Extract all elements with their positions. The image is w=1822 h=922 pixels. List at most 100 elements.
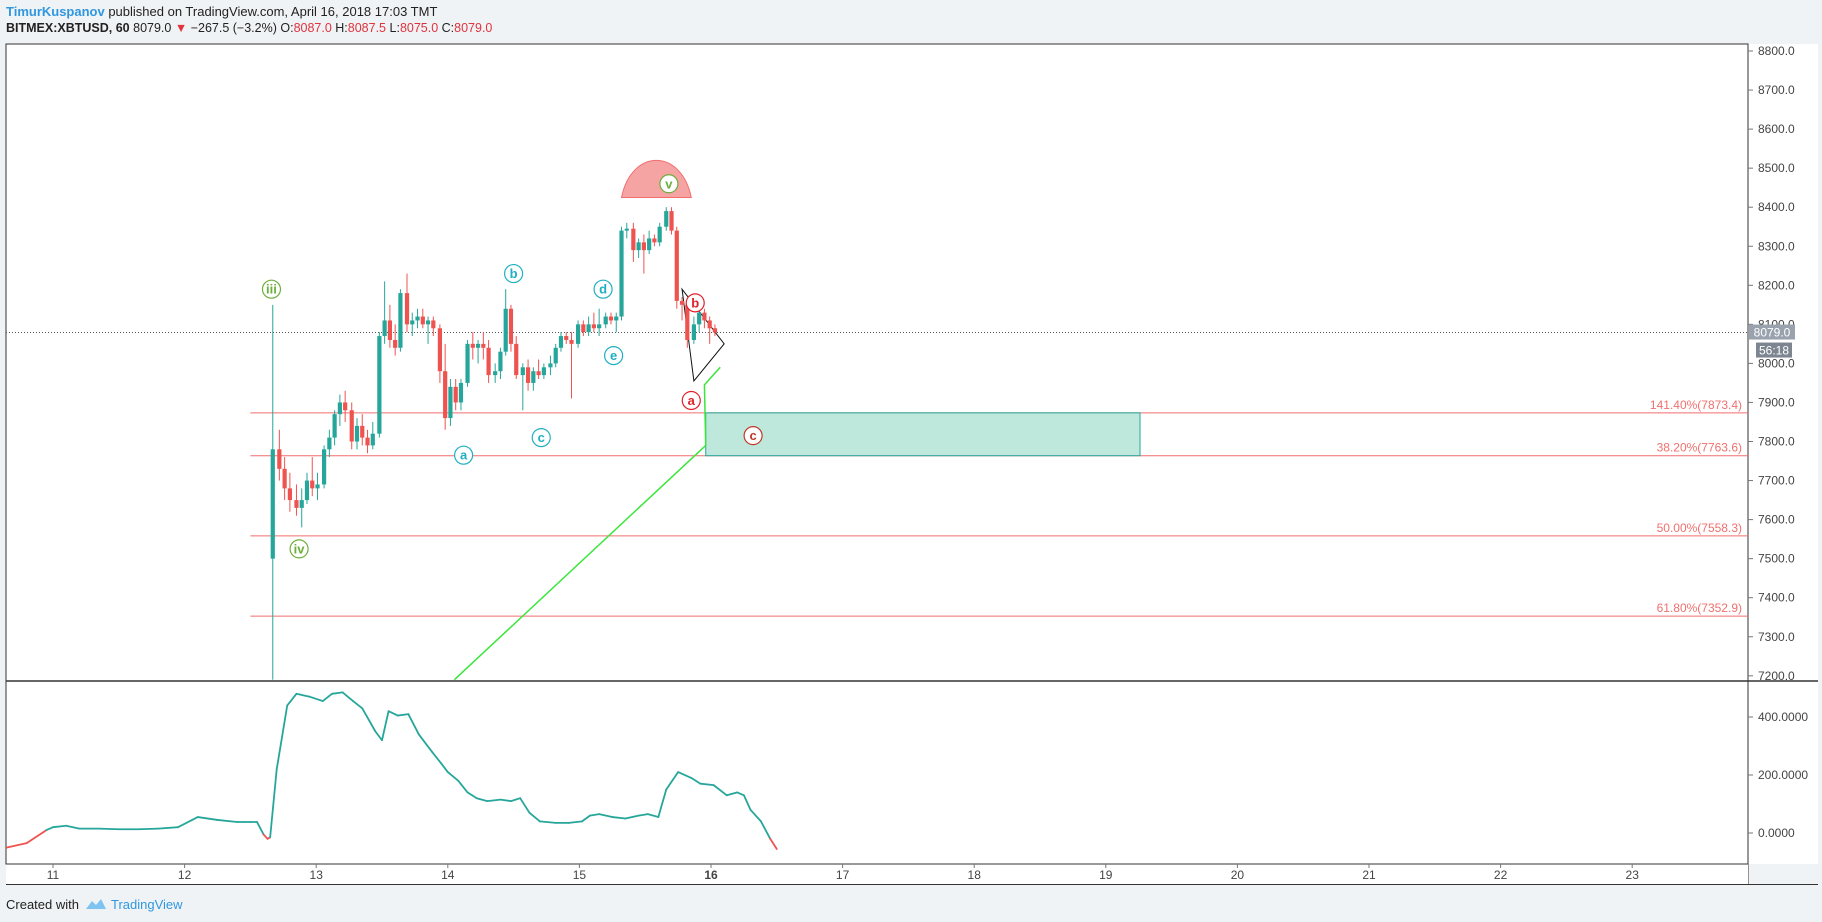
candle-body: [287, 488, 292, 501]
candle-body: [458, 382, 464, 403]
candle-body: [310, 480, 315, 489]
time-tick-label: 14: [441, 868, 455, 882]
candle-body: [581, 324, 586, 333]
indicator-segment: [331, 691, 344, 695]
indicator-segment: [417, 733, 433, 753]
candle-body: [370, 433, 375, 446]
price-tick-label: 8000.0: [1758, 356, 1795, 370]
indicator-segment: [262, 833, 269, 840]
indicator-segment: [361, 707, 377, 733]
indicator-segment: [387, 710, 399, 717]
price-tick-label: 7200.0: [1758, 669, 1795, 683]
open-value: 8087.0: [293, 21, 332, 35]
indicator-segment: [374, 730, 383, 742]
candle-body: [525, 367, 531, 383]
indicator-segment: [486, 798, 502, 802]
target-zone-box: [705, 412, 1141, 457]
indicator-segment: [341, 691, 354, 702]
candle-body: [614, 316, 619, 321]
candle-body: [270, 449, 275, 559]
candle-body: [343, 402, 348, 411]
candle-body: [707, 320, 712, 329]
tradingview-link[interactable]: TradingView: [85, 897, 183, 912]
indicator-segment: [646, 813, 660, 818]
candle-body: [327, 437, 332, 450]
indicator-segment: [725, 791, 739, 797]
time-tick-label: 15: [573, 868, 587, 882]
candle-body: [498, 351, 503, 372]
wave-label-red-circle: [685, 293, 705, 313]
price-tick-label: 8400.0: [1758, 200, 1795, 214]
candle-body: [493, 371, 498, 376]
indicator-tick-label: 400.0000: [1758, 710, 1808, 724]
indicator-segment: [446, 771, 460, 782]
wave-label-teal: c: [538, 430, 545, 445]
indicator-segment: [275, 704, 289, 771]
price-tick-label: 8800.0: [1758, 44, 1795, 58]
candle-body: [702, 312, 707, 321]
wave-label-red-circle: [681, 390, 701, 411]
high-value: 8087.5: [347, 21, 387, 35]
symbol-legend: BITMEX:XBTUSD, 60 8079.0 ▼ −267.5 (−3.2%…: [6, 21, 492, 37]
candle-body: [349, 410, 354, 442]
fib-level-label: 141.40%(7873.4): [1650, 398, 1742, 412]
indicator-segment: [295, 692, 311, 698]
low-value: 8075.0: [399, 21, 439, 35]
low-label: L:: [389, 21, 400, 35]
symbol-name[interactable]: BITMEX:XBTUSD, 60: [6, 21, 130, 35]
candle-body: [608, 316, 614, 321]
wave-label-teal-circle: [453, 445, 474, 465]
footer: Created with TradingView: [6, 895, 183, 913]
candle-body: [647, 238, 652, 251]
indicator-segment: [137, 827, 160, 831]
indicator-segment: [352, 700, 364, 710]
candle-body: [431, 320, 436, 329]
wave-label-teal: b: [510, 266, 518, 281]
candle-body: [277, 449, 282, 469]
indicator-segment: [598, 813, 614, 818]
candle-body: [365, 437, 370, 446]
close-label: C:: [441, 21, 455, 35]
time-tick-label: 20: [1231, 868, 1245, 882]
close-value: 8079.0: [454, 21, 493, 35]
candle-body: [425, 320, 431, 325]
indicator-segment: [177, 816, 199, 829]
candle-body: [697, 312, 702, 325]
indicator-tick-label: 0.0000: [1758, 826, 1795, 840]
last-price: 8079.0: [133, 21, 172, 35]
candle-body: [657, 226, 662, 243]
indicator-segment: [657, 788, 668, 818]
time-tick-label: 16: [704, 868, 718, 882]
fib-level-label: 61.80%(7352.9): [1657, 601, 1742, 615]
price-tick-label: 8700.0: [1758, 83, 1795, 97]
candle-body: [514, 343, 519, 376]
indicator-segment: [457, 779, 469, 794]
candle-body: [603, 316, 608, 325]
candle-body: [415, 316, 420, 321]
indicator-segment: [539, 820, 557, 824]
candle-body: [652, 238, 657, 243]
candle-body: [453, 386, 458, 403]
candle-body: [393, 339, 398, 348]
author-link[interactable]: TimurKuspanov: [6, 4, 105, 19]
indicator-segment: [690, 777, 702, 785]
indicator-segment: [6, 842, 28, 849]
candle-body: [503, 308, 508, 352]
price-tick-label: 7300.0: [1758, 630, 1795, 644]
price-tick-label: 7700.0: [1758, 474, 1795, 488]
candle-body: [332, 414, 337, 438]
candle-body: [294, 500, 299, 508]
indicator-segment: [157, 826, 179, 830]
indicator-segment: [567, 820, 583, 824]
indicator-segment: [381, 710, 390, 742]
indicator-segment: [581, 814, 591, 823]
candle-body: [669, 211, 674, 231]
candle-body: [354, 425, 360, 442]
time-tick-label: 22: [1494, 868, 1508, 882]
wave-label-green: iii: [266, 282, 277, 297]
indicator-segment: [519, 797, 531, 814]
candle-body: [420, 316, 425, 325]
wave-label-teal: e: [610, 348, 617, 363]
time-tick-label: 12: [178, 868, 192, 882]
